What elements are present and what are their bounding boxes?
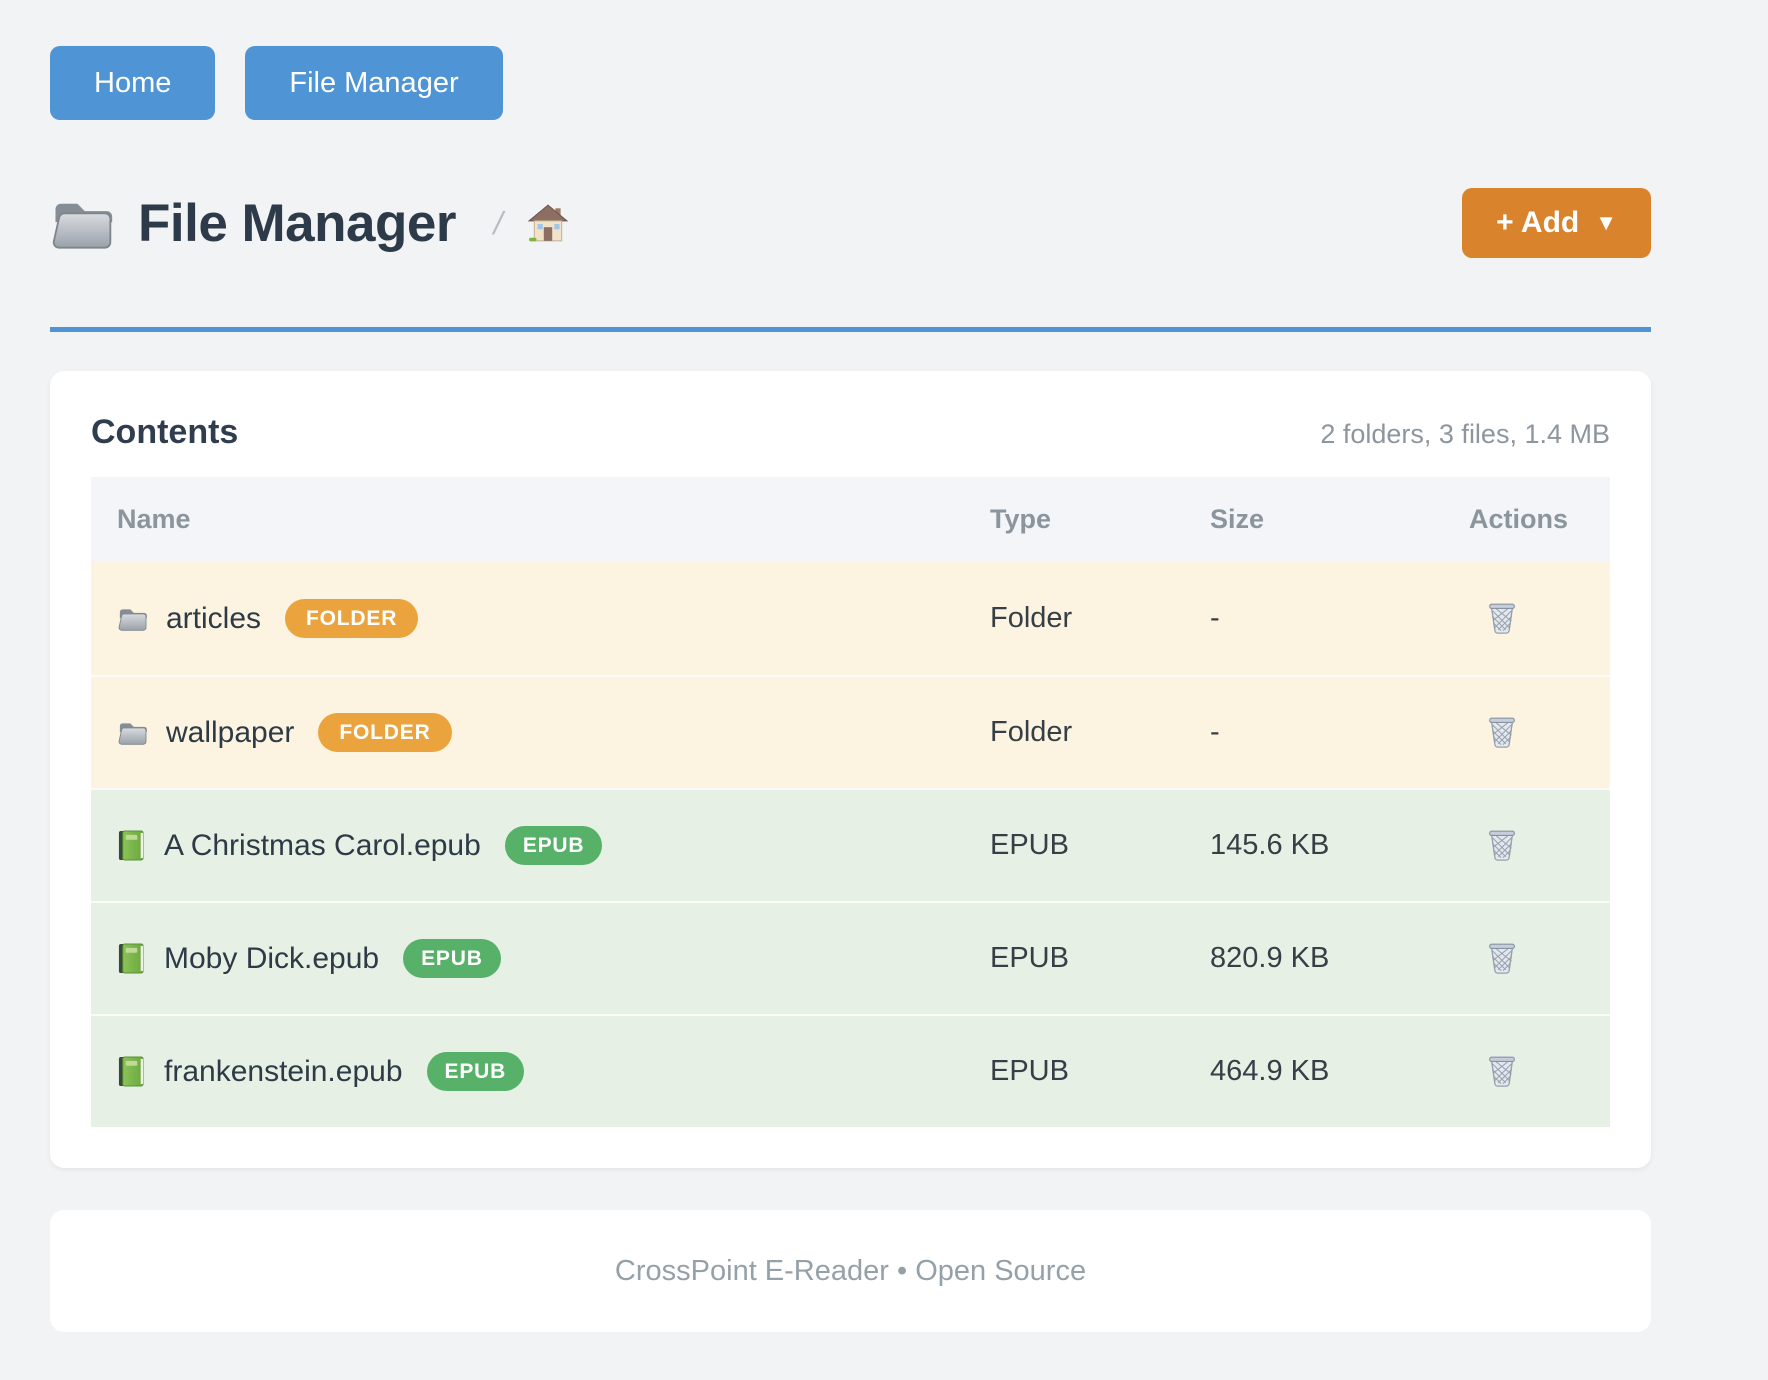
file-type: EPUB [990,942,1069,974]
file-name-cell[interactable]: frankenstein.epub EPUB [91,1052,990,1091]
file-name: articles [166,601,262,635]
type-badge: FOLDER [285,599,419,638]
file-type: EPUB [990,829,1069,861]
nav-file-manager-button[interactable]: File Manager [245,46,503,120]
file-actions-cell [1451,708,1610,757]
nav-home-button[interactable]: Home [50,46,216,120]
file-name-cell[interactable]: A Christmas Carol.epub EPUB [91,826,990,865]
folder-icon [117,605,148,632]
table-row[interactable]: A Christmas Carol.epub EPUB EPUB 145.6 K… [91,788,1610,901]
table-row[interactable]: frankenstein.epub EPUB EPUB 464.9 KB [91,1014,1610,1127]
file-size: 464.9 KB [1210,1055,1330,1087]
add-button-label: + Add [1496,206,1580,239]
trash-icon [1485,938,1519,975]
book-icon [117,829,146,862]
column-header-type: Type [990,504,1052,534]
book-icon [117,942,146,975]
file-type: Folder [990,602,1073,634]
file-size: - [1210,716,1220,748]
file-type: EPUB [990,1055,1069,1087]
footer-card: CrossPoint E-Reader • Open Source [50,1210,1651,1332]
type-badge: EPUB [403,939,501,978]
file-name-cell[interactable]: Moby Dick.epub EPUB [91,939,990,978]
type-badge: EPUB [504,826,603,865]
contents-title: Contents [91,413,239,451]
trash-icon [1485,825,1519,862]
folder-icon [50,194,114,252]
footer-text: CrossPoint E-Reader • Open Source [614,1254,1087,1287]
delete-button[interactable] [1481,934,1523,979]
delete-button[interactable] [1481,708,1523,753]
table-row[interactable]: articles FOLDER Folder - [91,562,1610,675]
delete-button[interactable] [1481,594,1523,639]
file-table-header: Name Type Size Actions [91,477,1610,562]
home-icon[interactable] [527,203,569,243]
breadcrumb-separator: / [490,204,507,241]
file-name: wallpaper [166,715,295,749]
contents-card-header: Contents 2 folders, 3 files, 1.4 MB [91,371,1610,477]
file-type: Folder [990,716,1073,748]
trash-icon [1485,598,1519,635]
column-header-size: Size [1210,504,1265,534]
file-name-cell[interactable]: articles FOLDER [91,599,990,638]
book-icon [117,1055,146,1088]
header-divider [50,327,1651,332]
trash-icon [1485,712,1519,749]
file-actions-cell [1451,1047,1610,1096]
file-size: - [1210,602,1220,634]
column-header-actions: Actions [1469,504,1569,534]
file-actions-cell [1451,821,1610,870]
trash-icon [1485,1051,1519,1088]
file-size: 145.6 KB [1210,829,1330,861]
file-table: Name Type Size Actions articles FOLDER F… [91,477,1610,1127]
delete-button[interactable] [1481,821,1523,866]
file-actions-cell [1451,594,1610,643]
folder-icon [117,719,148,746]
page-header: File Manager / + Add ▼ [50,188,1651,258]
type-badge: EPUB [426,1052,525,1091]
file-actions-cell [1451,934,1610,983]
page-title-text: File Manager [138,193,456,253]
top-nav: Home File Manager [50,46,503,120]
page-title: File Manager / [50,193,569,254]
file-name: frankenstein.epub [164,1054,403,1088]
file-name-cell[interactable]: wallpaper FOLDER [91,713,990,752]
contents-summary: 2 folders, 3 files, 1.4 MB [1320,419,1610,449]
file-size: 820.9 KB [1210,942,1330,974]
file-name: Moby Dick.epub [164,941,380,975]
chevron-down-icon: ▼ [1595,210,1617,235]
delete-button[interactable] [1481,1047,1523,1092]
column-header-name: Name [117,504,191,534]
add-button[interactable]: + Add ▼ [1462,188,1651,258]
contents-card: Contents 2 folders, 3 files, 1.4 MB Name… [50,371,1651,1168]
file-name: A Christmas Carol.epub [164,828,481,862]
table-row[interactable]: Moby Dick.epub EPUB EPUB 820.9 KB [91,901,1610,1014]
table-row[interactable]: wallpaper FOLDER Folder - [91,675,1610,788]
type-badge: FOLDER [318,713,452,752]
